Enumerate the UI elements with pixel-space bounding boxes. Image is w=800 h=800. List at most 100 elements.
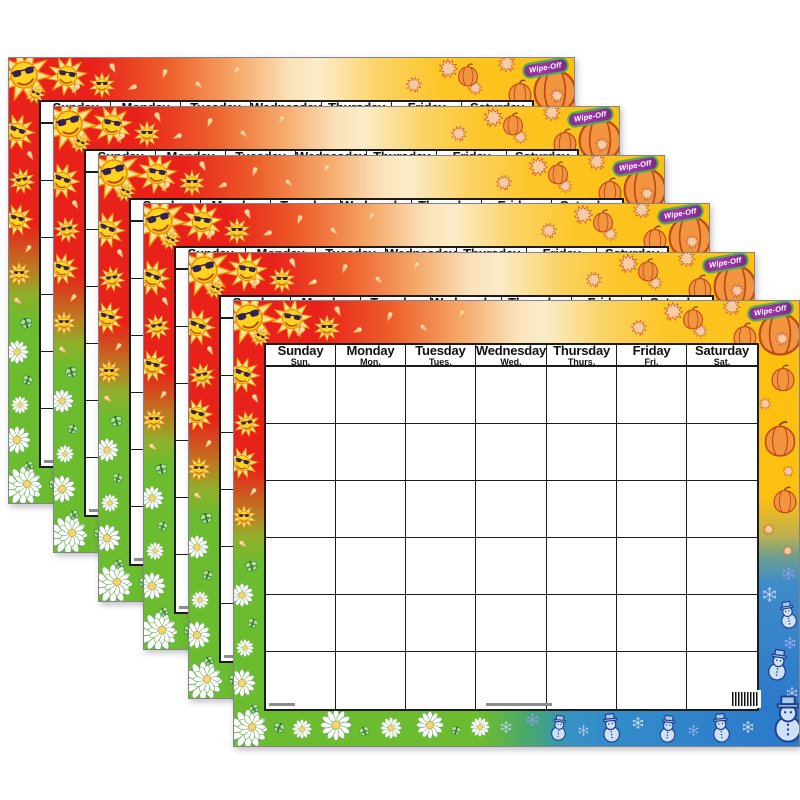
day-abbr: Tues. (428, 356, 452, 367)
daisy-icon (56, 445, 74, 463)
calendar-cell (617, 481, 688, 538)
daisy-icon (380, 717, 402, 739)
ice-cream-cone-icon (21, 242, 35, 256)
day-name: Wednesday (475, 342, 547, 358)
snowflake-icon (632, 717, 644, 729)
sun-with-sunglasses-icon (53, 158, 85, 204)
sun-with-sunglasses-icon (8, 262, 31, 286)
ice-cream-cone-icon (364, 210, 378, 224)
sun-with-sunglasses-icon (53, 215, 82, 245)
calendar-cell (266, 538, 336, 595)
daisy-icon (143, 572, 166, 600)
sun-with-sunglasses-icon (179, 170, 205, 196)
butterfly-icon (152, 460, 170, 478)
maple-leaf-icon (780, 463, 798, 481)
snowflake-icon (762, 587, 777, 602)
calendar-cell (547, 424, 618, 481)
maple-leaf-icon (583, 155, 611, 176)
ice-cream-cone-icon (305, 275, 320, 290)
butterfly-icon (64, 421, 81, 438)
snowflake-icon (742, 721, 754, 733)
ice-cream-cone-icon (101, 392, 115, 406)
ice-cream-cone-icon (382, 309, 396, 323)
sun-with-sunglasses-icon (314, 315, 340, 341)
ice-cream-cone-icon (111, 340, 125, 354)
calendar-cell (547, 481, 618, 538)
calendar-cell (335, 652, 406, 709)
day-abbr: Mon. (359, 356, 381, 367)
calendar-cell (405, 538, 476, 595)
calendar-cell (475, 538, 548, 595)
calendar-cell (266, 481, 336, 538)
pumpkin-icon (455, 62, 481, 88)
daisy-icon (13, 470, 41, 498)
day-abbr: Sun. (290, 356, 311, 367)
ice-cream-cone-icon (66, 291, 80, 305)
sun-with-sunglasses-icon (269, 267, 295, 293)
calendar-cell (687, 595, 757, 652)
ice-cream-cone-icon (215, 178, 230, 193)
sun-with-sunglasses-icon (143, 408, 166, 432)
ice-cream-cone-icon (201, 437, 215, 451)
ice-cream-cone-icon (247, 164, 261, 178)
calendar-cell (617, 367, 688, 424)
sun-with-sunglasses-icon (98, 298, 127, 337)
calendar-cell (475, 367, 548, 424)
ice-cream-cone-icon (237, 127, 251, 141)
butterfly-icon (242, 557, 260, 575)
wipe-off-label: Wipe-Off (708, 255, 743, 270)
sun-with-sunglasses-icon (143, 255, 175, 301)
wipe-off-label: Wipe-Off (618, 158, 653, 173)
ice-cream-cone-icon (229, 64, 243, 78)
sun-with-sunglasses-icon (89, 72, 115, 98)
ice-cream-cone-icon (274, 113, 288, 127)
daisy-icon (11, 396, 29, 414)
day-name: Sunday (277, 342, 324, 358)
calendar-cell (547, 538, 618, 595)
calendar-cell (547, 595, 618, 652)
maple-leaf-icon (582, 268, 605, 291)
day-abbr: Thurs. (567, 356, 596, 367)
sun-with-sunglasses-icon (224, 252, 270, 294)
snowflake-icon (688, 725, 699, 736)
pumpkin-icon (590, 208, 616, 234)
calendar-cell (475, 652, 548, 709)
sun-with-sunglasses-icon (188, 304, 220, 350)
sun-with-sunglasses-icon (269, 300, 315, 342)
daisy-icon (233, 669, 256, 697)
daisy-icon (146, 542, 164, 560)
daisy-icon (233, 583, 254, 607)
maple-leaf-icon (718, 300, 746, 321)
fine-print-center (486, 703, 552, 706)
calendar-cell (617, 652, 688, 709)
snowflake-icon (526, 713, 539, 726)
snowflake-icon (578, 725, 589, 736)
sun-with-sunglasses-icon (233, 409, 262, 439)
wipe-off-label: Wipe-Off (753, 303, 788, 318)
calendar-cell (617, 424, 688, 481)
sun-with-sunglasses-icon (98, 264, 127, 294)
daisy-icon (53, 475, 76, 503)
calendar-cell (335, 595, 406, 652)
day-name: Monday (346, 342, 395, 358)
butterfly-icon (244, 615, 261, 632)
sun-with-sunglasses-icon (53, 249, 82, 288)
daisy-icon (8, 340, 29, 364)
maple-leaf-icon (402, 73, 425, 96)
snowman-icon (764, 695, 800, 743)
daisy-icon (8, 426, 31, 454)
butterfly-icon (19, 372, 36, 389)
fine-print-left (269, 703, 295, 706)
calendar-cell (405, 652, 476, 709)
pumpkin-icon (770, 485, 800, 515)
calendar-cell (687, 481, 757, 538)
sun-with-sunglasses-icon (53, 311, 76, 335)
ice-cream-cone-icon (191, 489, 205, 503)
day-name: Saturday (694, 342, 750, 358)
butterfly-icon (154, 518, 171, 535)
